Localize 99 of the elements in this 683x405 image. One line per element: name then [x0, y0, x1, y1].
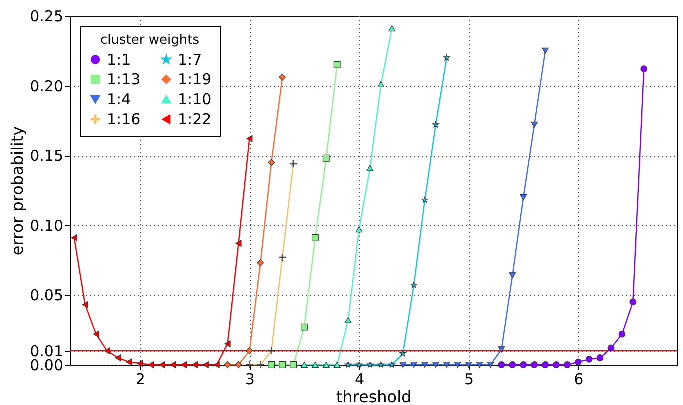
x-tick-label: 4	[354, 370, 365, 388]
point	[170, 362, 176, 368]
point	[586, 356, 593, 363]
point	[542, 362, 549, 368]
point	[279, 74, 286, 81]
point	[322, 362, 330, 368]
point	[422, 196, 428, 204]
point	[82, 302, 88, 308]
point	[443, 362, 450, 368]
point	[388, 26, 396, 32]
point	[366, 362, 374, 368]
legend-label: 1:7	[178, 50, 202, 69]
point	[366, 165, 374, 172]
point	[378, 362, 384, 368]
point	[301, 362, 308, 368]
legend-label: 1:22	[178, 110, 212, 128]
legend-label: 1:16	[107, 110, 141, 128]
point	[322, 154, 330, 162]
point	[236, 240, 242, 248]
point	[180, 362, 187, 368]
point	[498, 346, 506, 353]
point	[553, 362, 560, 368]
point	[531, 362, 538, 368]
point	[344, 362, 352, 368]
legend-label: 1:4	[107, 90, 132, 108]
point	[640, 66, 648, 73]
point	[235, 362, 242, 368]
point	[312, 362, 319, 368]
point	[192, 362, 198, 368]
legend-label: 1:13	[107, 70, 141, 88]
point	[596, 354, 604, 362]
point	[356, 362, 363, 368]
y-tick-label: 0.20	[30, 77, 64, 96]
point	[290, 362, 297, 368]
y-tick-label: 0.05	[30, 286, 64, 305]
legend-title: cluster weights	[100, 33, 200, 48]
y-tick-label: 0.25	[30, 8, 64, 26]
legend-label: 1:19	[178, 70, 212, 88]
legend-label: 1:10	[178, 90, 212, 108]
point	[312, 234, 319, 242]
point	[432, 121, 440, 128]
point	[487, 362, 494, 368]
point	[400, 362, 407, 368]
point	[148, 362, 154, 368]
point	[574, 358, 582, 366]
point	[224, 362, 232, 368]
point	[137, 360, 144, 368]
point	[410, 282, 418, 288]
point	[509, 272, 516, 279]
x-tick-label: 3	[245, 370, 255, 388]
point	[454, 362, 462, 368]
y-tick-label: 0.15	[30, 147, 64, 166]
legend-label: 1:1	[107, 50, 132, 69]
x-axis-title: threshold	[336, 388, 412, 405]
point	[378, 81, 385, 88]
x-tick-label: 2	[136, 370, 146, 388]
point	[422, 362, 428, 368]
point	[301, 324, 308, 331]
point	[400, 350, 406, 357]
point	[93, 330, 100, 338]
point	[344, 317, 352, 324]
y-tick-label: 0.00	[30, 356, 64, 374]
point	[608, 344, 615, 352]
point	[520, 194, 528, 201]
point	[564, 362, 571, 368]
point	[476, 362, 484, 368]
point	[498, 362, 506, 368]
point	[214, 362, 220, 368]
point	[531, 122, 538, 128]
point	[104, 348, 110, 354]
point	[432, 362, 440, 368]
point	[444, 54, 450, 61]
point	[630, 298, 637, 306]
point	[618, 330, 626, 338]
point	[410, 362, 418, 368]
point	[71, 234, 78, 242]
point	[334, 362, 341, 368]
y-axis-title: error probability	[8, 126, 28, 256]
point	[388, 362, 396, 368]
point	[334, 61, 341, 68]
point	[202, 362, 209, 368]
point	[158, 362, 166, 368]
point	[542, 48, 549, 54]
point	[268, 362, 276, 368]
point	[246, 348, 254, 354]
x-tick-label: 6	[574, 370, 584, 388]
point	[126, 358, 132, 366]
point	[509, 362, 516, 368]
point	[115, 354, 122, 362]
y-tick-label: 0.10	[30, 216, 64, 235]
point	[520, 362, 528, 368]
point	[268, 159, 276, 166]
point	[257, 260, 264, 267]
point	[356, 226, 363, 233]
point	[279, 362, 286, 368]
point	[465, 362, 472, 368]
x-tick-label: 5	[464, 370, 474, 388]
point	[246, 135, 253, 142]
point	[224, 340, 231, 348]
